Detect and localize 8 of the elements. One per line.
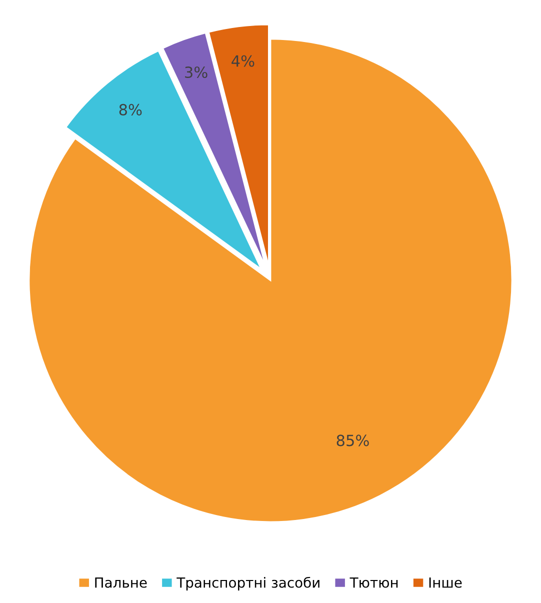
legend-label: Інше — [429, 577, 462, 588]
legend-label: Пальне — [95, 577, 147, 588]
data-label: 8% — [119, 104, 142, 116]
data-label: 3% — [185, 66, 208, 78]
legend-label: Транспортні засоби — [176, 576, 320, 590]
data-label: 85% — [336, 434, 369, 446]
legend-label: Тютюн — [350, 577, 398, 588]
data-label: 4% — [232, 55, 254, 67]
